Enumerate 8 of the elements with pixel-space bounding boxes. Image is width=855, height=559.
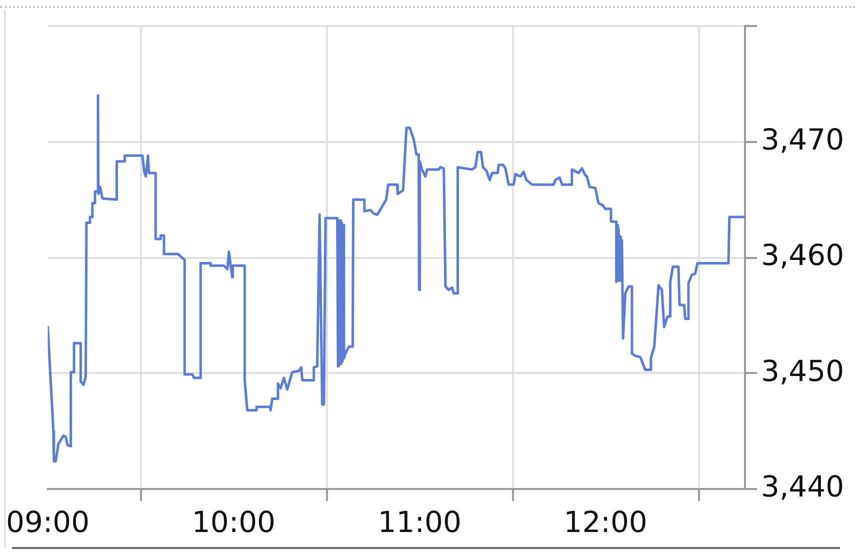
y-tick-label: 3,440: [761, 470, 844, 504]
x-tick-label: 09:00: [6, 504, 90, 539]
x-tick-label: 10:00: [192, 504, 276, 539]
x-tick-label: 12:00: [564, 504, 648, 539]
y-tick-label: 3,460: [761, 238, 844, 272]
x-tick-label: 11:00: [378, 504, 462, 539]
y-tick-label: 3,450: [761, 354, 844, 388]
y-tick-label: 3,470: [761, 122, 844, 156]
